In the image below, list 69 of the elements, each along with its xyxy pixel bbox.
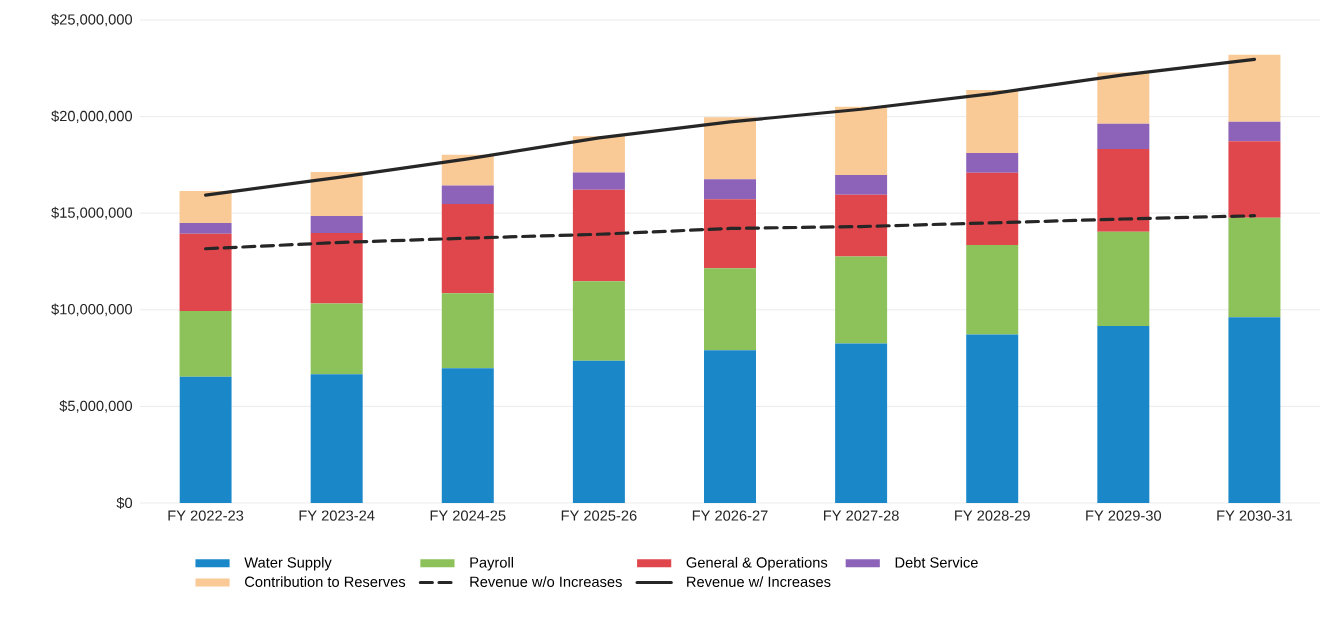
bar <box>310 232 363 304</box>
bar <box>179 190 232 224</box>
bar <box>310 172 363 216</box>
bar <box>572 189 625 282</box>
bar <box>704 350 756 503</box>
bar <box>179 376 232 503</box>
bar <box>179 310 232 377</box>
y-tick-label: $5,000,000 <box>59 400 133 413</box>
bar <box>1228 141 1281 218</box>
bar <box>835 174 888 195</box>
bar <box>441 293 494 369</box>
x-tick-label: FY 2023-24 <box>299 510 375 521</box>
bar <box>835 343 888 503</box>
bar <box>1097 231 1150 327</box>
y-tick-label: $25,000,000 <box>51 13 133 27</box>
bar <box>1228 317 1281 503</box>
y-tick-label: $10,000,000 <box>51 303 133 317</box>
bar <box>441 204 494 294</box>
bar <box>966 244 1019 335</box>
bar <box>966 334 1019 503</box>
y-tick-label: $15,000,000 <box>51 206 133 220</box>
bar <box>835 106 888 175</box>
bar <box>835 194 888 257</box>
bar <box>572 360 625 503</box>
bar <box>572 172 625 190</box>
bar <box>1228 217 1281 318</box>
legend-label: Contribution to Reserves <box>245 576 406 587</box>
y-tick-label: $0 <box>116 497 133 509</box>
bar <box>704 117 756 180</box>
bar <box>310 215 363 233</box>
bar <box>1228 54 1281 122</box>
bar <box>704 268 756 351</box>
x-tick-label: FY 2029-30 <box>1086 510 1162 521</box>
x-tick-label: FY 2027-28 <box>824 510 899 521</box>
legend-label: Revenue w/o Increases <box>470 576 622 587</box>
bar <box>441 154 494 186</box>
legend-label: Water Supply <box>244 556 332 571</box>
bar <box>572 136 625 173</box>
line-series <box>203 57 1257 197</box>
bar <box>835 256 888 344</box>
bar <box>1097 72 1150 124</box>
bar <box>1097 326 1150 503</box>
bar <box>966 172 1019 245</box>
bar <box>441 368 494 503</box>
x-tick-label: FY 2030-31 <box>1217 510 1293 521</box>
bar <box>310 303 363 375</box>
bar <box>1097 123 1150 150</box>
bar <box>179 233 232 311</box>
bar <box>1228 121 1281 142</box>
x-tick-label: FY 2025-26 <box>561 510 637 521</box>
bar <box>966 152 1019 173</box>
x-tick-label: FY 2028-29 <box>955 510 1030 521</box>
bar <box>441 185 494 205</box>
bar <box>966 89 1019 153</box>
legend-label: Revenue w/ Increases <box>687 576 831 587</box>
bar <box>179 223 232 234</box>
bar <box>704 199 756 269</box>
x-tick-label: FY 2024-25 <box>430 510 506 521</box>
legend-label: Debt Service <box>895 556 978 568</box>
legend-label: General & Operations <box>686 556 828 571</box>
line-series <box>203 214 1257 251</box>
bar <box>572 281 625 361</box>
bar <box>1097 149 1150 232</box>
x-tick-label: FY 2026-27 <box>692 510 768 521</box>
bar <box>704 179 756 200</box>
legend-label: Payroll <box>470 556 514 571</box>
y-tick-label: $20,000,000 <box>51 110 133 123</box>
x-tick-label: FY 2022-23 <box>168 510 244 521</box>
bar <box>310 374 363 503</box>
